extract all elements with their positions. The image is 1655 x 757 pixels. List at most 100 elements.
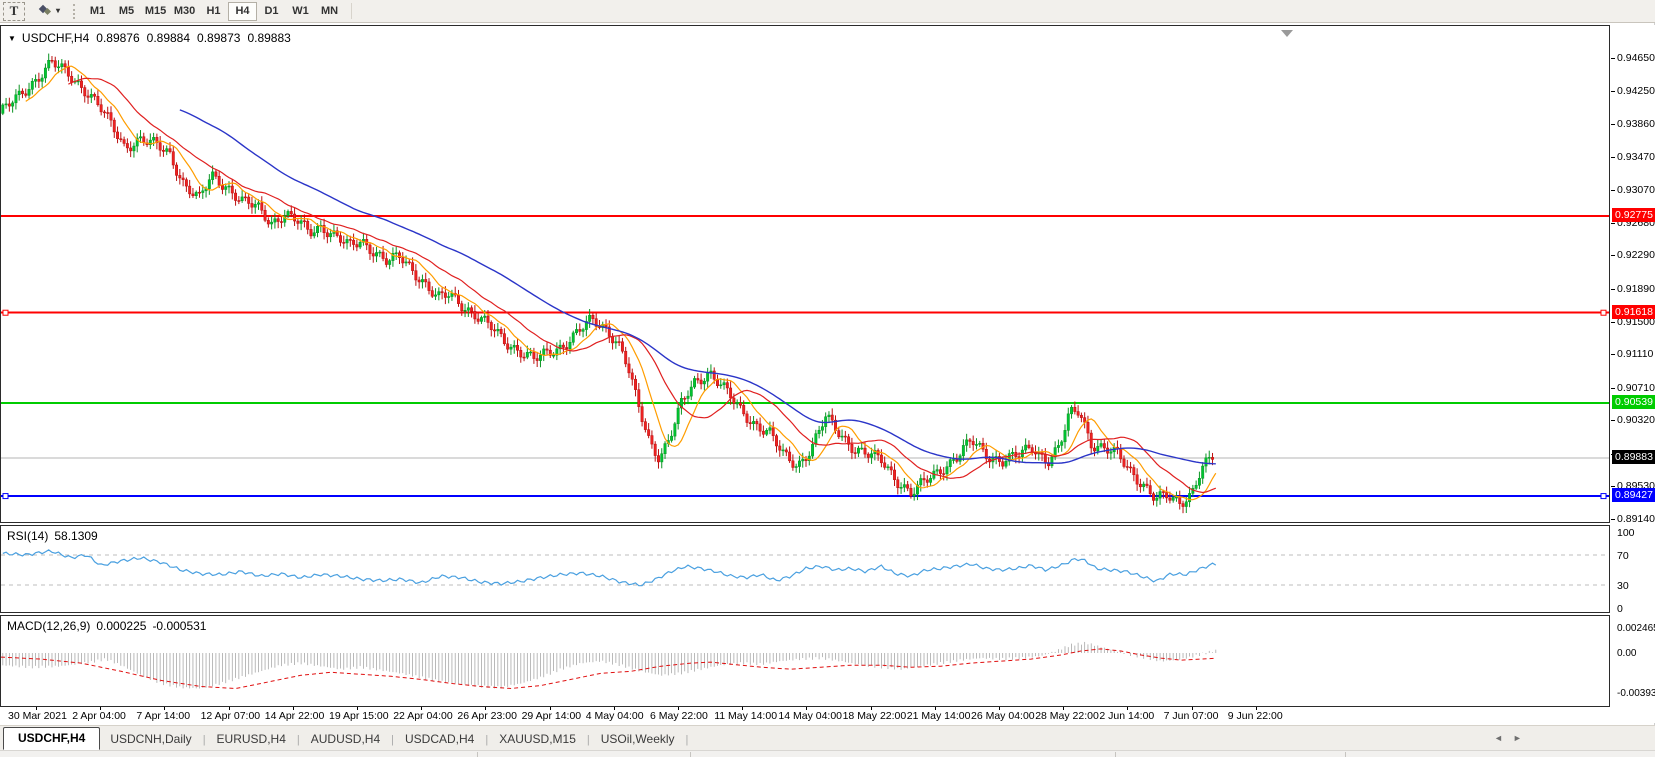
quote-close: 0.89883 [247,31,291,45]
line-handle[interactable] [1600,493,1607,500]
tab-audusd-h4[interactable]: AUDUSD,H4 [310,732,381,746]
timeframe-button-m1[interactable]: M1 [89,5,106,17]
macd-indicator-pane[interactable]: MACD(12,26,9) 0.000225 -0.000531 [0,615,1610,707]
time-tick-mark [742,707,744,710]
price-tick-mark [1611,222,1615,224]
rsi-chart[interactable] [1,526,1609,612]
price-tick-label: 0.92290 [1617,249,1655,262]
moving-average-line-8 [25,65,1217,501]
time-tick-mark [421,707,423,710]
price-tick-mark [1611,321,1615,323]
time-tick-label: 14 Apr 22:00 [264,710,325,722]
time-tick-mark [806,707,808,710]
tab-scroll-right-icon[interactable]: ► [1512,733,1522,743]
timeframe-button-m5[interactable]: M5 [118,5,135,17]
time-tick-mark [1255,707,1257,710]
quote-low: 0.89873 [197,31,241,45]
timeframe-button-w1[interactable]: W1 [292,5,309,17]
time-tick-label: 2 Apr 04:00 [72,710,126,722]
price-tick-label: 0.89140 [1617,513,1655,526]
toolbar-grip[interactable] [73,3,77,19]
tab-eurusd-h4[interactable]: EURUSD,H4 [216,732,286,746]
text-tool-button[interactable]: T [3,1,25,21]
symbol-dropdown-triangle-icon[interactable]: ▼ [8,33,16,43]
price-tick-label: 0.94250 [1617,85,1655,98]
price-tick-label: 0.93860 [1617,118,1655,131]
rsi-label: RSI(14) [7,529,49,543]
time-tick-label: 14 May 04:00 [778,710,843,722]
tab-xauusd-m15[interactable]: XAUUSD,M15 [499,732,576,746]
status-divider [690,752,691,757]
time-tick-label: 2 Jun 14:00 [1099,710,1155,722]
tab-scroll-left-icon[interactable]: ◄ [1494,733,1503,743]
timeframe-button-m30[interactable]: M30 [173,5,196,17]
tab-separator: | [586,734,590,746]
price-tick-mark [1611,354,1615,356]
quote-high: 0.89884 [146,31,191,45]
rsi-indicator-pane[interactable]: RSI(14) 58.1309 [0,525,1610,613]
time-tick-label: 22 Apr 04:00 [393,710,453,722]
time-tick-mark [228,707,230,710]
chart-tabs-bar: USDCHF,H4 USDCNH,Daily | EURUSD,H4 | AUDUSD,H… [0,725,1655,750]
price-axis[interactable]: 0.94650 0.94250 0.93860 0.93470 0.93070 0.926… [1611,25,1655,723]
tab-usoil-weekly[interactable]: USOil,Weekly [600,732,675,746]
tab-separator: | [485,734,489,746]
macd-signal-line [1,648,1215,690]
timeframe-button-h4[interactable]: H4 [228,1,258,21]
timeframe-button-d1[interactable]: D1 [264,5,279,17]
time-tick-mark [485,707,487,710]
price-tick-mark [1611,387,1615,389]
price-tick-label: 0.90320 [1617,414,1655,427]
tab-separator: | [202,734,206,746]
line-handle[interactable] [2,493,9,500]
chevron-down-icon: ▾ [56,6,61,15]
rsi-line [2,549,1217,587]
rsi-scale-label: 70 [1617,549,1629,562]
time-tick-label: 28 May 22:00 [1035,710,1099,722]
tab-usdcnh-daily[interactable]: USDCNH,Daily [110,732,192,746]
candlestick-chart[interactable] [1,26,1609,522]
time-tick-label: 12 Apr 07:00 [200,710,261,722]
line-handle[interactable] [1600,309,1607,316]
time-tick-label: 26 May 04:00 [971,710,1035,722]
time-tick-mark [164,707,166,710]
time-tick-mark [100,707,102,710]
price-line-label: 0.89883 [1612,449,1655,464]
tab-usdchf-h4[interactable]: USDCHF,H4 [3,727,101,750]
tab-usdcad-h4[interactable]: USDCAD,H4 [404,732,475,746]
macd-histogram [2,641,1217,689]
time-tick-mark [613,707,615,710]
time-tick-mark [1063,707,1065,710]
moving-average-line-55 [179,109,1216,465]
macd-signal-value: -0.000531 [152,619,207,633]
price-tick-mark [1611,288,1615,290]
tab-separator: | [391,734,394,746]
line-handle[interactable] [2,309,9,316]
tab-separator: | [685,734,689,746]
macd-scale-label: -0.003939 [1617,687,1655,699]
macd-scale-label: 0.002465 [1617,622,1655,634]
macd-chart[interactable] [1,616,1609,706]
price-tick-mark [1611,519,1615,521]
price-line-label: 0.89427 [1612,488,1655,503]
objects-dropdown-icon [37,4,53,18]
time-axis[interactable]: 30 Mar 2021 2 Apr 04:00 7 Apr 14:00 12 Apr … [0,707,1610,724]
toolbar-separator [351,3,353,19]
objects-dropdown-button[interactable]: ▾ [32,2,65,21]
time-tick-label: 19 Apr 15:00 [329,710,389,722]
chart-shift-marker-icon[interactable] [1281,30,1293,37]
timeframe-button-h1[interactable]: H1 [206,5,221,17]
price-tick-mark [1611,156,1615,158]
price-line-label: 0.91618 [1612,304,1655,319]
price-tick-label: 0.91110 [1617,348,1654,361]
timeframe-button-mn[interactable]: MN [320,5,339,17]
time-tick-mark [934,707,936,710]
macd-label: MACD(12,26,9) [7,619,91,633]
status-divider [1345,752,1346,757]
timeframe-button-m15[interactable]: M15 [144,5,167,17]
rsi-scale-label: 30 [1617,580,1629,593]
timeframe-button-group: M1 M5 M15 M30 H1 H4 D1 W1 MN [83,1,344,21]
price-chart-pane[interactable]: ▼ USDCHF,H4 0.89876 0.89884 0.89873 0.89… [0,25,1610,523]
rsi-scale-label: 0 [1617,603,1623,615]
